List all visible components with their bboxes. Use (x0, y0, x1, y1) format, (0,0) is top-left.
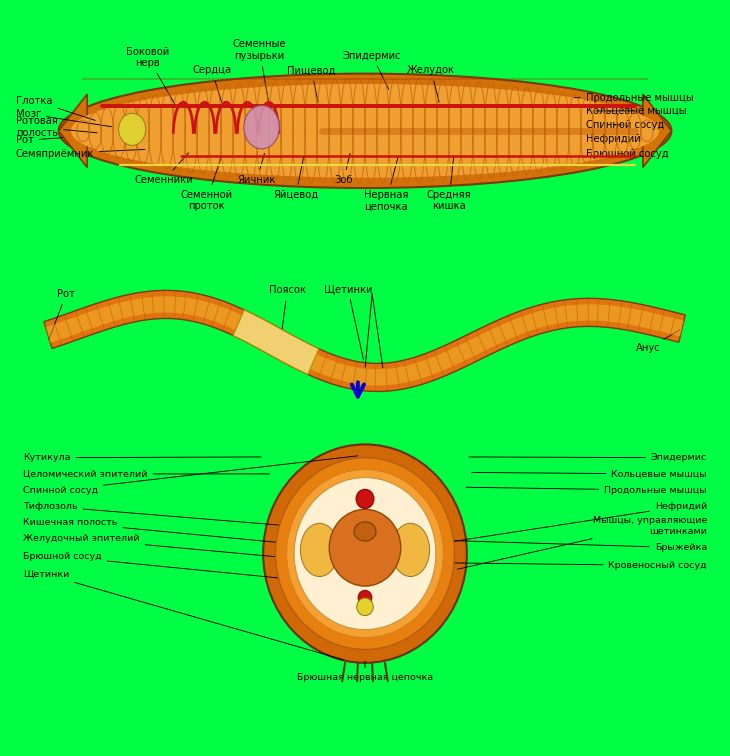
Ellipse shape (294, 478, 436, 630)
Text: Сердца: Сердца (192, 66, 231, 102)
Polygon shape (44, 290, 685, 392)
Polygon shape (58, 94, 87, 167)
Text: Эпидермис: Эпидермис (469, 453, 707, 462)
Text: Кишечная полость: Кишечная полость (23, 518, 330, 547)
Text: Глотка: Глотка (16, 95, 95, 120)
Ellipse shape (301, 523, 339, 577)
Polygon shape (233, 310, 319, 374)
Ellipse shape (58, 73, 672, 188)
Text: Спинной сосуд: Спинной сосуд (586, 120, 664, 130)
Text: Анус: Анус (636, 330, 680, 354)
Text: Брюшной сосуд: Брюшной сосуд (586, 149, 669, 159)
Ellipse shape (358, 590, 372, 605)
Text: Средняя
кишка: Средняя кишка (427, 156, 472, 212)
Text: Кольцевые мышцы: Кольцевые мышцы (472, 469, 707, 479)
Text: Желудок: Желудок (407, 66, 456, 102)
Text: Яичник: Яичник (237, 153, 276, 185)
Text: Семенники: Семенники (135, 153, 193, 185)
Text: Семенной
проток: Семенной проток (181, 156, 233, 212)
Ellipse shape (244, 105, 280, 149)
Text: Целомический эпителий: Целомический эпителий (23, 469, 269, 479)
Text: Ротовая
полость: Ротовая полость (16, 116, 97, 138)
Ellipse shape (391, 523, 429, 577)
Text: Зоб: Зоб (334, 153, 353, 185)
Ellipse shape (71, 84, 659, 178)
Text: Нефридий: Нефридий (453, 502, 707, 541)
Ellipse shape (264, 445, 466, 663)
FancyArrowPatch shape (352, 383, 364, 397)
Polygon shape (45, 296, 684, 386)
Text: Семенные
пузырьки: Семенные пузырьки (233, 39, 286, 101)
Text: Кровеносный сосуд: Кровеносный сосуд (418, 561, 707, 570)
Text: Мозг: Мозг (16, 109, 112, 127)
Text: Яйцевод: Яйцевод (273, 156, 318, 200)
Text: Поясок: Поясок (269, 285, 306, 330)
Text: Пищевод: Пищевод (288, 66, 336, 102)
Ellipse shape (356, 489, 374, 509)
Text: Эпидермис: Эпидермис (343, 51, 402, 89)
Text: Мышцы, управляющие
щетинками: Мышцы, управляющие щетинками (458, 516, 707, 569)
Text: Щетинки: Щетинки (323, 284, 372, 360)
Ellipse shape (118, 113, 146, 145)
Text: Нефридий: Нефридий (586, 134, 641, 144)
Text: Семяприёмник: Семяприёмник (16, 149, 145, 159)
Text: Тифлозоль: Тифлозоль (23, 502, 355, 531)
Text: Рот: Рот (49, 289, 75, 339)
Ellipse shape (329, 510, 401, 586)
Ellipse shape (354, 522, 376, 541)
Text: Брюшная нервная цепочка: Брюшная нервная цепочка (297, 662, 433, 682)
Text: Брыжейка: Брыжейка (398, 539, 707, 552)
Text: Рот: Рот (16, 135, 63, 145)
Text: Нервная
цепочка: Нервная цепочка (364, 156, 409, 212)
Polygon shape (643, 94, 672, 167)
Text: Кутикула: Кутикула (23, 453, 261, 462)
Text: Спинной сосуд: Спинной сосуд (23, 456, 358, 494)
Ellipse shape (287, 469, 443, 638)
Text: Желудочный эпителий: Желудочный эпителий (23, 534, 335, 562)
Ellipse shape (357, 598, 373, 615)
Text: Кольцевые мышцы: Кольцевые мышцы (586, 106, 686, 116)
Text: Щетинки: Щетинки (23, 570, 344, 660)
Ellipse shape (275, 457, 455, 649)
Text: Брюшной сосуд: Брюшной сосуд (23, 552, 358, 586)
Text: Продольные мышцы: Продольные мышцы (575, 93, 693, 103)
Text: Боковой
нерв: Боковой нерв (126, 47, 174, 104)
Text: Продольные мышцы: Продольные мышцы (466, 485, 707, 494)
